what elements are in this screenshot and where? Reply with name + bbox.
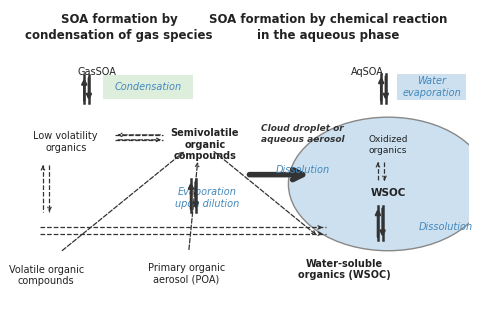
Text: SOA formation by chemical reaction
in the aqueous phase: SOA formation by chemical reaction in th…: [209, 13, 447, 42]
Text: Primary organic
aerosol (POA): Primary organic aerosol (POA): [148, 263, 225, 285]
FancyBboxPatch shape: [103, 75, 193, 99]
FancyBboxPatch shape: [398, 74, 466, 100]
Text: Dissolution: Dissolution: [275, 165, 329, 175]
Text: AqSOA: AqSOA: [351, 67, 384, 77]
Text: Volatile organic
compounds: Volatile organic compounds: [9, 265, 84, 286]
Text: Evaporation
upon dilution: Evaporation upon dilution: [175, 187, 240, 209]
Text: WSOC: WSOC: [370, 188, 406, 198]
Text: Water
evaporation: Water evaporation: [402, 76, 461, 98]
Text: SOA formation by
condensation of gas species: SOA formation by condensation of gas spe…: [25, 13, 213, 42]
Text: Condensation: Condensation: [114, 82, 182, 92]
Text: Oxidized
organics: Oxidized organics: [369, 135, 408, 155]
Text: GasSOA: GasSOA: [77, 67, 116, 77]
Text: Low volatility
organics: Low volatility organics: [33, 131, 98, 153]
Text: Cloud droplet or
aqueous aerosol: Cloud droplet or aqueous aerosol: [260, 124, 344, 144]
Text: Semivolatile
organic
compounds: Semivolatile organic compounds: [170, 128, 239, 161]
Circle shape: [288, 117, 483, 251]
Text: Water-soluble
organics (WSOC): Water-soluble organics (WSOC): [298, 259, 390, 280]
Text: Dissolution: Dissolution: [418, 222, 472, 232]
